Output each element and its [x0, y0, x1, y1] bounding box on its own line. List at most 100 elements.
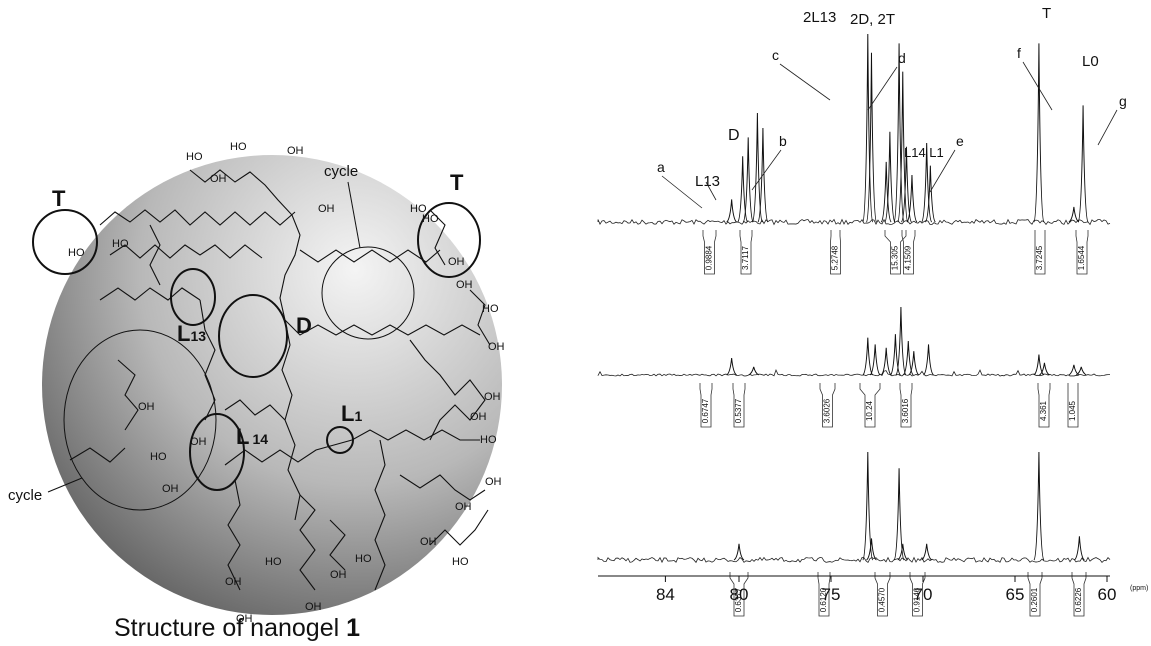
hydroxyl-label: OH: [318, 203, 335, 215]
integral-value: 10.24: [865, 400, 874, 421]
d-circle: [218, 294, 288, 378]
hydroxyl-label: OH: [485, 476, 502, 488]
peak-label: e: [956, 133, 964, 149]
hydroxyl-label: HO: [422, 213, 439, 225]
peak-pointer: [1022, 61, 1053, 111]
integral-bracket: [909, 572, 926, 617]
peak: [1074, 536, 1085, 561]
peak: [1039, 362, 1050, 376]
hydroxyl-label: OH: [210, 173, 227, 185]
caption: Structure of nanogel 1: [114, 614, 360, 641]
hydroxyl-label: HO: [265, 556, 282, 568]
integral-value: 0.6120: [819, 587, 828, 612]
peak-pointer: [661, 175, 703, 209]
label: T: [52, 186, 66, 211]
label: cycle: [324, 163, 358, 180]
t-circle: [32, 209, 98, 275]
integral-value: 4.361: [1039, 400, 1048, 421]
peak: [923, 344, 934, 376]
integral-bracket: [702, 230, 717, 275]
integral-bracket: [859, 383, 881, 428]
l13-circle: [170, 268, 216, 326]
l14-circle: [189, 413, 245, 491]
peak-label: b: [779, 133, 787, 149]
peak-pointer: [705, 181, 717, 201]
peak-label: d: [898, 50, 906, 66]
hydroxyl-label: OH: [190, 436, 207, 448]
peak: [890, 334, 901, 376]
peak: [897, 543, 909, 561]
peak: [751, 112, 763, 223]
peak: [866, 538, 877, 561]
label: cycle: [8, 487, 42, 504]
hydroxyl-label: OH: [448, 256, 465, 268]
label: L: [341, 401, 354, 426]
hydroxyl-label: HO: [480, 434, 497, 446]
integral-bracket: [819, 383, 836, 428]
label: L13: [177, 321, 206, 346]
integral-bracket: [699, 383, 713, 428]
hydroxyl-label: OH: [484, 391, 501, 403]
peak: [924, 165, 936, 223]
peak-label: L14 L1: [904, 145, 944, 160]
integral-bracket: [1075, 230, 1089, 275]
peak: [726, 357, 737, 376]
label: L: [177, 321, 190, 346]
peak: [906, 174, 918, 223]
baseline-noise: [597, 218, 1111, 226]
integral-value: 3.6026: [823, 398, 832, 423]
peak-label: T: [1042, 5, 1051, 22]
hydroxyl-label: HO: [112, 238, 129, 250]
hydroxyl-label: OH: [488, 341, 505, 353]
hydroxyl-label: OH: [455, 501, 472, 513]
integral-value: 1.045: [1068, 400, 1077, 421]
hydroxyl-label: HO: [150, 451, 167, 463]
integral-value: 5.2748: [831, 245, 840, 270]
peak-pointer: [779, 63, 831, 101]
integral-bracket: [899, 383, 913, 428]
peak-pointer: [751, 149, 782, 191]
integral-bracket: [901, 230, 916, 275]
hydroxyl-label: OH: [236, 613, 253, 625]
peak: [742, 137, 754, 223]
x-tick-label: 65: [1006, 585, 1025, 604]
peak: [1033, 43, 1045, 223]
x-tick-label: 84: [656, 585, 675, 604]
hydroxyl-label: HO: [410, 203, 427, 215]
peak-label: D: [728, 127, 740, 144]
peak-label: c: [772, 47, 779, 63]
integral-value: 0.6226: [1074, 587, 1083, 612]
integral-value: 0.5377: [734, 398, 743, 423]
peak-pointer: [1097, 109, 1118, 146]
hydroxyl-label: HO: [452, 556, 469, 568]
integral-bracket: [729, 572, 749, 617]
caption-text: Structure of nanogel: [114, 614, 346, 641]
peak: [884, 131, 896, 223]
hydroxyl-label: HO: [68, 247, 85, 259]
peak: [757, 127, 769, 223]
peak: [1068, 364, 1080, 376]
hydroxyl-label: OH: [330, 569, 347, 581]
label: 13: [190, 328, 206, 344]
peak-label: a: [657, 159, 665, 175]
integral-bracket: [1027, 572, 1043, 617]
caption-number: 1: [346, 614, 360, 641]
integral-bracket: [830, 230, 841, 275]
peak: [1068, 206, 1080, 223]
baseline-noise: [597, 556, 1111, 564]
peak: [1075, 366, 1087, 376]
integral-value: 0.9884: [705, 245, 714, 270]
cycle-circle: [63, 329, 217, 511]
peak: [908, 351, 920, 376]
integral-value: 3.7117: [741, 246, 750, 270]
integral-value: 0.4570: [878, 587, 887, 612]
peak: [866, 52, 877, 223]
peak: [862, 337, 874, 376]
integral-bracket: [884, 230, 907, 275]
hydroxyl-label: HO: [482, 303, 499, 315]
integral-bracket: [1067, 383, 1079, 428]
peak: [893, 43, 905, 223]
integral-value: 15.305: [891, 245, 900, 270]
hydroxyl-label: OH: [287, 145, 304, 157]
